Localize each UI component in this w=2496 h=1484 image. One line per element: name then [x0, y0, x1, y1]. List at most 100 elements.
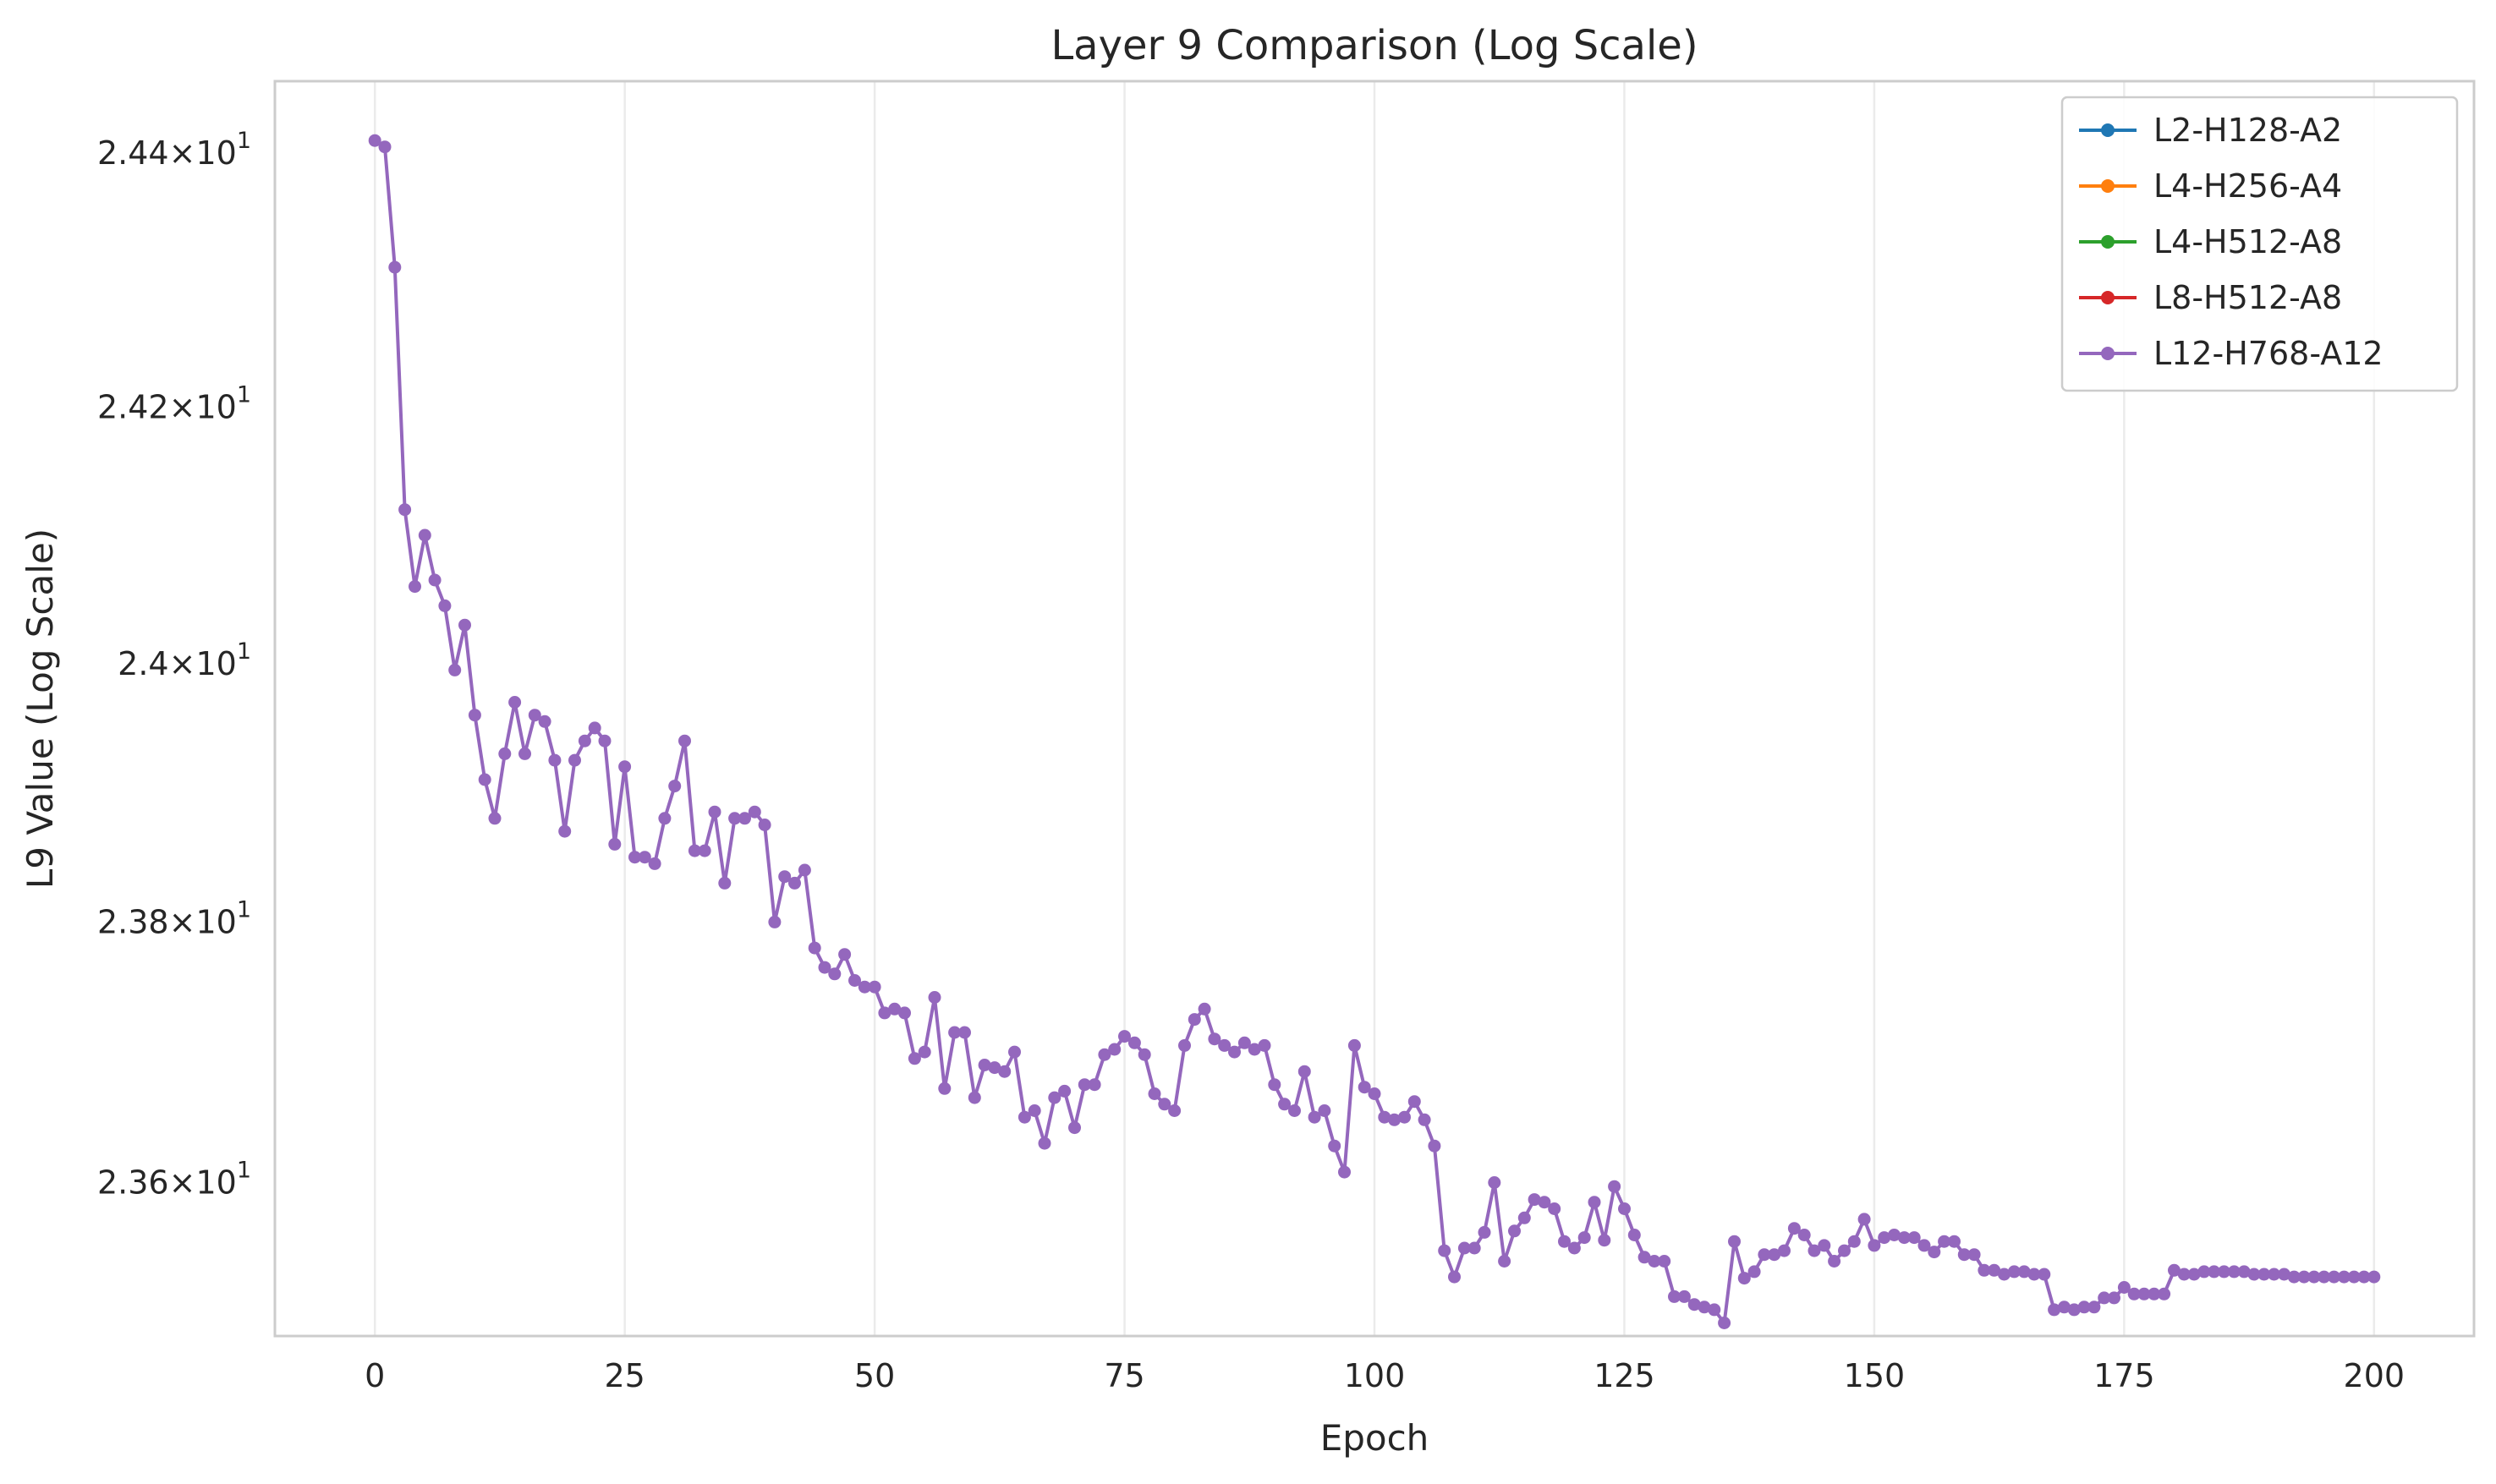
data-point [1608, 1180, 1621, 1193]
data-point [648, 857, 661, 870]
y-tick-base: 10 [195, 134, 236, 172]
data-point [478, 773, 491, 786]
y-tick-exponent: 1 [237, 1158, 251, 1184]
data-point [538, 715, 551, 728]
data-point [698, 844, 711, 857]
x-tick-label: 0 [365, 1357, 385, 1394]
data-point [1258, 1038, 1271, 1052]
data-point [958, 1026, 971, 1039]
data-point [868, 980, 881, 994]
data-point [1988, 1263, 2001, 1277]
data-point [808, 941, 821, 955]
data-point [1998, 1268, 2011, 1281]
data-point [1138, 1048, 1151, 1061]
legend-label: L2-H128-A2 [2153, 112, 2342, 149]
data-point [2218, 1265, 2230, 1279]
data-point [1778, 1244, 1791, 1257]
x-axis-label: Epoch [1320, 1417, 1429, 1459]
legend: L2-H128-A2 L4-H256-A4 L4-H512-A8 L8-H512-A8… [2060, 96, 2459, 392]
data-point [1318, 1104, 1331, 1117]
data-point [1438, 1244, 1451, 1257]
data-point [1528, 1193, 1541, 1207]
data-point [1378, 1110, 1391, 1124]
data-point [568, 753, 581, 767]
data-point [2237, 1265, 2251, 1279]
y-tick-base: 10 [195, 645, 236, 682]
data-point [2108, 1291, 2120, 1305]
data-point [2347, 1270, 2361, 1284]
data-point [428, 573, 442, 587]
data-point [708, 805, 721, 819]
data-point [1018, 1110, 1031, 1124]
data-point [1127, 1036, 1141, 1049]
data-point [2038, 1268, 2051, 1281]
legend-swatch-marker [2101, 179, 2115, 193]
data-point [378, 140, 392, 154]
y-tick-mantissa: 2.44 [97, 134, 169, 172]
data-point [488, 812, 502, 825]
data-point [718, 876, 732, 890]
data-point [1208, 1032, 1221, 1046]
data-point [778, 870, 792, 884]
data-point [1558, 1235, 1571, 1248]
data-point [748, 805, 761, 819]
y-tick-label: 2.42×101 [97, 382, 251, 426]
data-point [548, 753, 562, 767]
data-point [2357, 1270, 2371, 1284]
legend-item: L12-H768-A12 [2079, 335, 2384, 372]
data-point [2287, 1270, 2301, 1284]
data-point [448, 663, 462, 676]
y-tick-label: 2.4×101 [118, 638, 251, 682]
data-point [1188, 1013, 1201, 1027]
data-point [578, 734, 591, 747]
data-point [1078, 1078, 1091, 1092]
data-point [918, 1045, 931, 1059]
data-point [598, 734, 612, 747]
data-point [1797, 1229, 1811, 1241]
data-point [1787, 1222, 1801, 1235]
x-tick-label: 25 [604, 1357, 645, 1394]
data-point [758, 819, 771, 831]
data-point [2148, 1287, 2161, 1301]
data-point [938, 1082, 952, 1095]
legend-item: L4-H256-A4 [2079, 167, 2342, 205]
data-point [848, 974, 861, 987]
data-point [1517, 1211, 1531, 1224]
data-point [1068, 1121, 1081, 1135]
data-point [1508, 1224, 1521, 1238]
data-point [1668, 1290, 1681, 1303]
data-point [528, 709, 541, 722]
data-point [1897, 1231, 1911, 1245]
legend-swatch-marker [2101, 291, 2115, 304]
x-tick-label: 125 [1594, 1357, 1655, 1394]
data-point [1768, 1248, 1781, 1262]
data-point [558, 824, 572, 838]
data-point [2087, 1301, 2101, 1314]
data-point [2367, 1270, 2381, 1284]
data-point [728, 812, 742, 825]
data-point [638, 851, 651, 864]
data-point [1637, 1251, 1651, 1264]
data-point [1407, 1095, 1421, 1109]
data-point [1158, 1098, 1171, 1111]
y-tick-times: × [169, 134, 196, 172]
data-point [1618, 1202, 1631, 1215]
legend-item: L8-H512-A8 [2079, 279, 2342, 316]
legend-label: L8-H512-A8 [2153, 279, 2342, 316]
legend-label: L4-H256-A4 [2153, 167, 2342, 205]
data-point [1488, 1176, 1501, 1189]
data-point [1917, 1239, 1931, 1252]
data-point [2257, 1268, 2271, 1281]
data-point [2127, 1287, 2141, 1301]
data-point [1098, 1048, 1111, 1061]
data-point [1818, 1239, 1831, 1252]
legend-swatch-marker [2101, 347, 2115, 360]
y-tick-label: 2.44×101 [97, 128, 251, 172]
y-tick-times: × [169, 1164, 196, 1202]
data-point [1828, 1255, 1841, 1268]
data-point [588, 721, 601, 735]
data-point [1448, 1270, 1461, 1284]
data-point [1418, 1113, 1431, 1126]
